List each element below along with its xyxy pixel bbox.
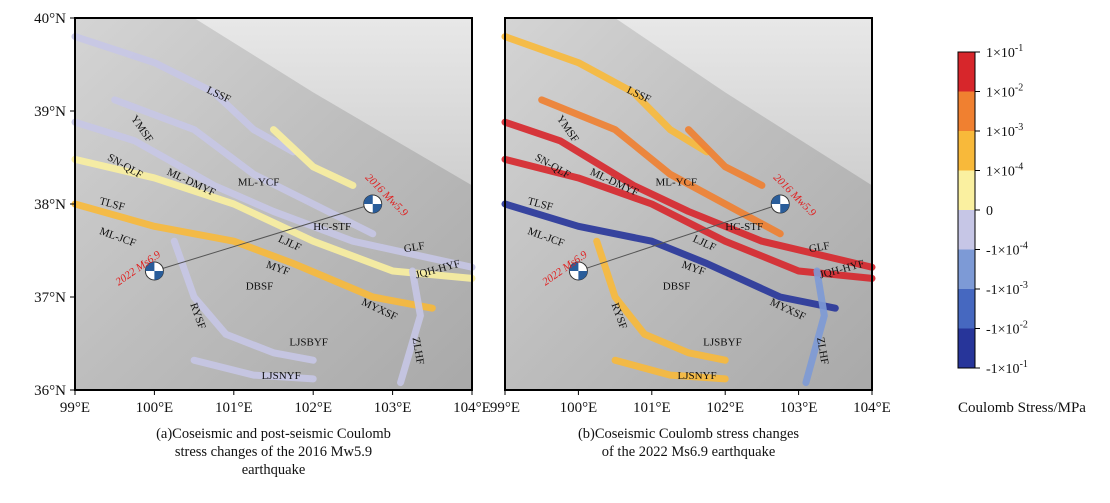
colorbar-label: 1×10-4: [986, 162, 1023, 180]
x-tick-label: 100°E: [136, 400, 174, 416]
y-tick-label: 40°N: [34, 11, 66, 27]
fault-label: LJSNYF: [677, 370, 716, 382]
caption: (a)Coseismic and post-seismic Coulomb: [156, 426, 391, 442]
colorbar-label-exp: -4: [1020, 241, 1028, 252]
fault-label: HC-STF: [725, 221, 763, 233]
colorbar-title: Coulomb Stress/MPa: [958, 400, 1086, 416]
colorbar-label: -1×10-4: [986, 241, 1028, 259]
colorbar-swatch: [958, 131, 975, 171]
fault-label: DBSF: [246, 281, 274, 293]
colorbar-label-exp: -3: [1020, 280, 1028, 291]
colorbar-label: -1×10-1: [986, 359, 1028, 377]
colorbar-swatch: [958, 52, 975, 92]
y-tick-label: 38°N: [34, 197, 66, 213]
fault-label: LJSNYF: [262, 370, 301, 382]
colorbar-swatch: [958, 329, 975, 369]
colorbar-label-base: -1×10: [986, 244, 1020, 259]
caption: earthquake: [242, 462, 306, 478]
colorbar-swatch: [958, 171, 975, 211]
colorbar-label-base: -1×10: [986, 323, 1020, 338]
fault-label: HC-STF: [313, 221, 351, 233]
colorbar-label-base: -1×10: [986, 283, 1020, 298]
colorbar-label-base: 1×10: [986, 125, 1015, 140]
colorbar-swatch: [958, 92, 975, 132]
colorbar-label-base: 1×10: [986, 46, 1015, 61]
x-tick-label: 102°E: [294, 400, 332, 416]
colorbar-label: -1×10-2: [986, 320, 1028, 338]
colorbar-label-exp: -1: [1015, 43, 1023, 54]
caption: stress changes of the 2016 Mw5.9: [175, 444, 372, 460]
y-tick-label: 36°N: [34, 383, 66, 399]
fault-label: LJSBYF: [703, 336, 742, 348]
colorbar-label: 0: [986, 204, 993, 219]
x-tick-label: 104°E: [453, 400, 491, 416]
colorbar-label-exp: -2: [1015, 83, 1023, 94]
x-tick-label: 101°E: [633, 400, 671, 416]
x-tick-label: 103°E: [374, 400, 412, 416]
fault-label: ML-YCF: [655, 176, 697, 188]
colorbar-label-base: -1×10: [986, 362, 1020, 377]
colorbar-label: 1×10-2: [986, 83, 1023, 101]
colorbar-label-exp: -2: [1020, 320, 1028, 331]
colorbar-label-exp: -3: [1015, 122, 1023, 133]
y-tick-label: 37°N: [34, 290, 66, 306]
colorbar-swatch: [958, 289, 975, 329]
figure: LSSFYMSFSN-QLFML-DMYFTLSFML-JCFML-YCFHC-…: [0, 0, 1110, 498]
caption: (b)Coseismic Coulomb stress changes: [578, 426, 799, 442]
x-tick-label: 101°E: [215, 400, 253, 416]
colorbar-label-exp: -4: [1015, 162, 1023, 173]
caption: of the 2022 Ms6.9 earthquake: [602, 444, 776, 460]
y-tick-label: 39°N: [34, 104, 66, 120]
colorbar-label: 1×10-1: [986, 43, 1023, 61]
fault-label: ML-YCF: [238, 176, 280, 188]
colorbar-label: 1×10-3: [986, 122, 1023, 140]
colorbar-label: -1×10-3: [986, 280, 1028, 298]
colorbar-swatch: [958, 250, 975, 290]
fault-label: DBSF: [663, 281, 691, 293]
colorbar-label-exp: -1: [1020, 359, 1028, 370]
colorbar-label-base: 0: [986, 204, 993, 219]
x-tick-label: 100°E: [560, 400, 598, 416]
x-tick-label: 102°E: [706, 400, 744, 416]
x-tick-label: 103°E: [780, 400, 818, 416]
x-tick-label: 99°E: [60, 400, 90, 416]
x-tick-label: 104°E: [853, 400, 891, 416]
x-tick-label: 99°E: [490, 400, 520, 416]
colorbar-label-base: 1×10: [986, 86, 1015, 101]
colorbar-label-base: 1×10: [986, 165, 1015, 180]
colorbar-swatch: [958, 210, 975, 250]
fault-label: LJSBYF: [289, 336, 328, 348]
